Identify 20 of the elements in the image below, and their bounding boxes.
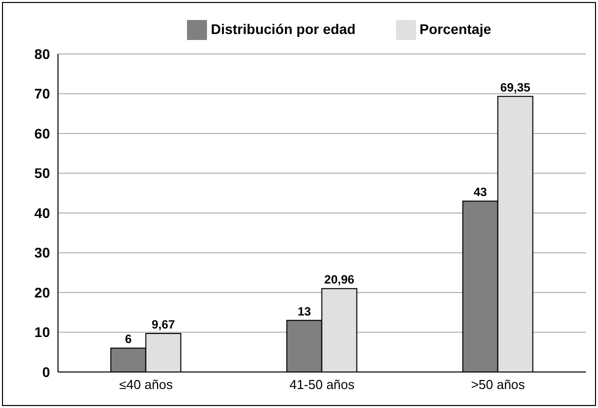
y-tick-label: 20	[34, 284, 50, 300]
data-label: 69,35	[500, 80, 531, 94]
y-tick-label: 70	[34, 86, 50, 102]
data-label: 20,96	[324, 272, 355, 287]
data-label: 9,67	[152, 318, 176, 332]
y-tick-label: 10	[34, 324, 50, 340]
x-tick-label: 41-50 años	[289, 377, 356, 392]
legend-label: Distribución por edad	[210, 20, 356, 37]
y-tick-label: 40	[34, 204, 50, 221]
y-tick-label: 60	[34, 125, 50, 142]
data-label: 13	[298, 304, 312, 318]
legend-label: Porcentaje	[420, 20, 492, 37]
data-label: 43	[474, 185, 488, 200]
x-tick-label: ≤40 años	[119, 377, 174, 392]
y-tick-label: 80	[34, 46, 50, 62]
x-tick-label: >50 años	[471, 377, 526, 392]
data-label: 6	[124, 332, 132, 346]
y-tick-label: 50	[34, 165, 50, 182]
y-tick-label: 30	[34, 244, 50, 261]
y-tick-label: 0	[42, 364, 50, 380]
